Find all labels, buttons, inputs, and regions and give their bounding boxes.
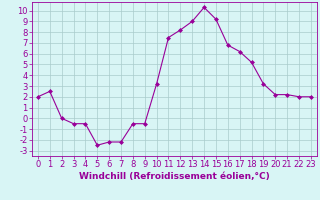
X-axis label: Windchill (Refroidissement éolien,°C): Windchill (Refroidissement éolien,°C)	[79, 172, 270, 181]
